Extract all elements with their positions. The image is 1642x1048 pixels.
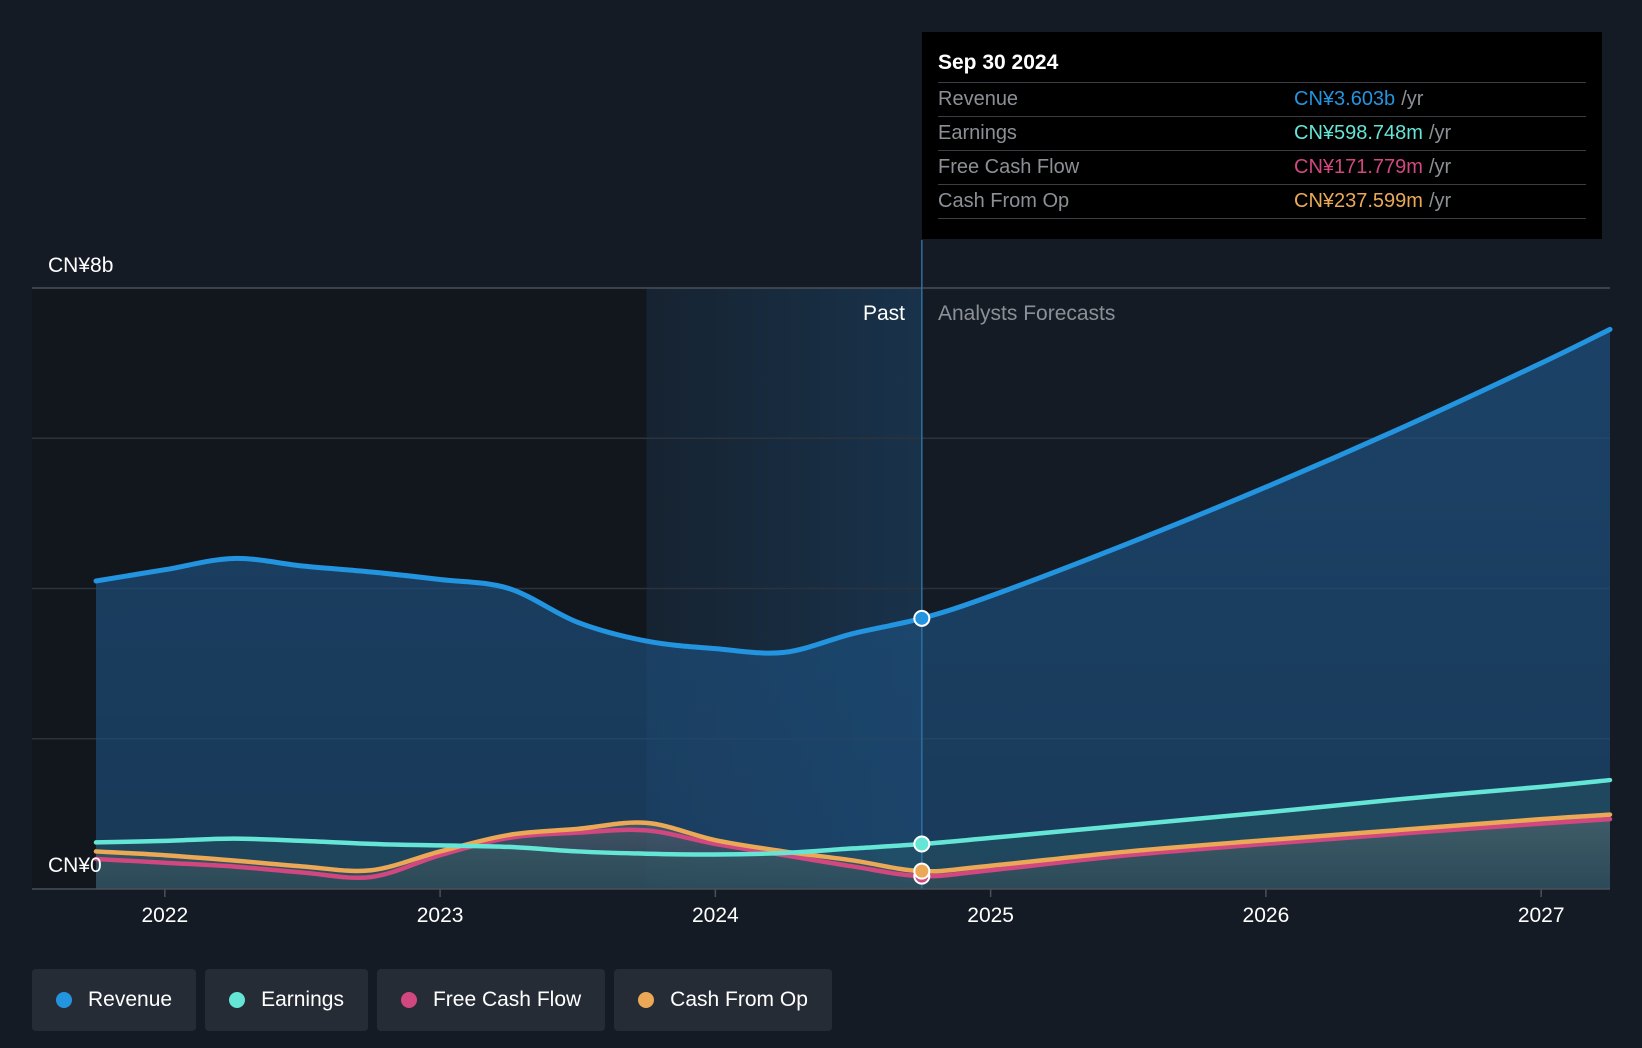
tooltip-label: Cash From Op [938, 190, 1070, 212]
earnings-area [96, 780, 1610, 889]
tooltip-panel: Sep 30 2024 Revenue CN¥3.603b /yr Earnin… [922, 32, 1602, 239]
chart-canvas: 2022 2023 2024 2025 2026 2027 CN¥8b CN¥0 Past… [32, 240, 1613, 927]
legend-item-cash-from-op[interactable]: Cash From Op [614, 969, 832, 1031]
earnings-line [93, 777, 1613, 857]
revenue-marker [913, 609, 931, 627]
y-axis-bottom-label: CN¥0 [48, 854, 102, 877]
earnings-dot-icon [229, 992, 246, 1008]
cash-from-op-line [93, 812, 1613, 874]
tooltip-row-free-cash-flow: Free Cash Flow CN¥171.779m /yr [938, 150, 1586, 184]
revenue-dot-icon [56, 992, 72, 1008]
legend-label: Cash From Op [670, 988, 808, 1011]
x-tick-label: 2024 [692, 904, 739, 927]
legend-item-earnings[interactable]: Earnings [205, 969, 368, 1031]
tooltip-unit: /yr [1428, 190, 1452, 212]
legend-item-free-cash-flow[interactable]: Free Cash Flow [376, 969, 606, 1031]
earnings-marker [913, 835, 931, 853]
tooltip-label: Free Cash Flow [938, 156, 1080, 178]
legend-label: Free Cash Flow [432, 988, 582, 1011]
tooltip-row-revenue: Revenue CN¥3.603b /yr [938, 82, 1586, 116]
tooltip-value: CN¥237.599m [1294, 190, 1423, 212]
tooltip-label: Earnings [938, 122, 1017, 144]
free-cash-flow-dot-icon [400, 992, 417, 1008]
legend-label: Revenue [88, 988, 173, 1011]
free-cash-flow-line [93, 816, 1613, 881]
past-label: Past [863, 302, 905, 325]
forecast-label: Analysts Forecasts [938, 302, 1115, 325]
cash-from-op-marker [913, 862, 931, 880]
tooltip-unit: /yr [1428, 122, 1452, 144]
x-tick-label: 2027 [1518, 904, 1565, 927]
revenue-area [96, 329, 1610, 890]
tooltip-label: Revenue [938, 88, 1019, 110]
x-tick-label: 2025 [967, 904, 1014, 927]
tooltip-value: CN¥598.748m [1294, 122, 1423, 144]
chart-legend: Revenue Earnings Free Cash Flow Cash Fro… [32, 969, 832, 1031]
low-series-area [96, 814, 1610, 889]
tooltip-value: CN¥3.603b [1294, 88, 1396, 110]
x-tick-label: 2023 [417, 904, 464, 927]
tooltip-unit: /yr [1401, 88, 1424, 110]
tooltip-row-earnings: Earnings CN¥598.748m /yr [938, 116, 1586, 150]
tooltip-date: Sep 30 2024 [938, 51, 1059, 74]
x-tick-label: 2022 [141, 904, 188, 927]
tooltip-unit: /yr [1428, 156, 1452, 178]
tooltip-value: CN¥171.779m [1294, 156, 1423, 178]
legend-label: Earnings [261, 988, 344, 1011]
revenue-line [93, 326, 1613, 656]
cash-from-op-dot-icon [638, 992, 655, 1008]
tooltip-row-cash-from-op: Cash From Op CN¥237.599m /yr [938, 184, 1586, 219]
legend-item-revenue[interactable]: Revenue [32, 969, 197, 1031]
y-axis-top-label: CN¥8b [48, 254, 113, 277]
x-tick-label: 2026 [1243, 904, 1290, 927]
